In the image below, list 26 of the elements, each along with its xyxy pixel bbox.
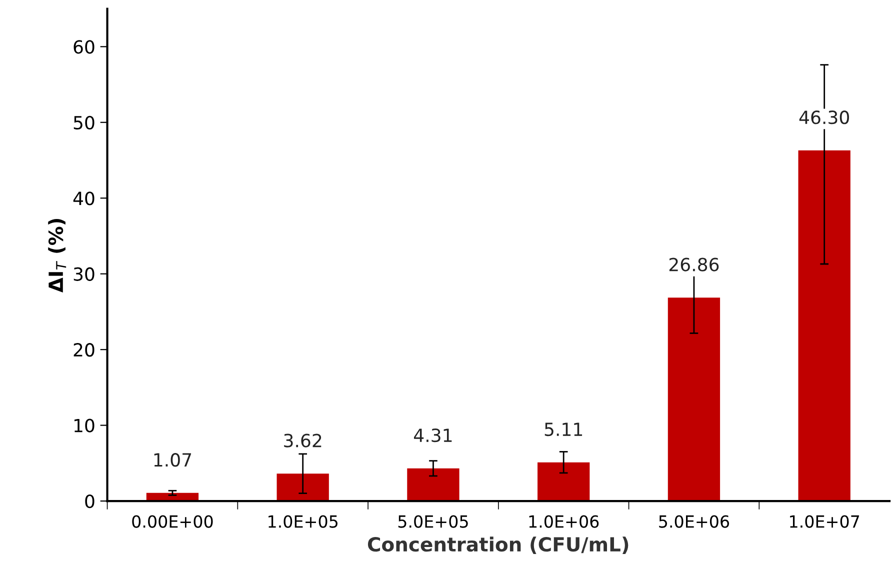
x-tick-label: 5.0E+06 — [659, 515, 730, 528]
y-tick-label: 30 — [74, 267, 94, 281]
x-tick-label: 1.0E+06 — [529, 515, 599, 528]
y-axis-title: ΔI$_{T}$ (%) — [48, 218, 66, 293]
x-tick-label: 1.0E+07 — [790, 515, 860, 528]
y-tick-label: 10 — [74, 418, 94, 432]
y-tick-label: 0 — [85, 494, 94, 508]
data-label: 5.11 — [544, 422, 582, 436]
bar — [538, 462, 590, 502]
x-tick-label: 5.0E+05 — [398, 515, 468, 528]
y-tick-label: 50 — [74, 116, 94, 130]
x-axis-title: Concentration (CFU/mL) — [368, 536, 628, 554]
y-tick-label: 20 — [74, 343, 94, 357]
bar — [407, 468, 460, 502]
y-tick-label: 60 — [74, 40, 94, 54]
x-tick-label: 0.00E+00 — [132, 515, 213, 528]
y-tick-label: 40 — [73, 192, 94, 206]
data-label: 3.62 — [284, 434, 322, 448]
x-tick-label: 1.0E+05 — [268, 515, 338, 528]
bar — [798, 150, 850, 502]
data-label: 46.30 — [799, 110, 849, 124]
data-label: 26.86 — [669, 258, 719, 272]
data-label: 1.07 — [154, 453, 192, 467]
bar — [668, 298, 720, 502]
data-label: 4.31 — [414, 428, 452, 442]
bar — [276, 474, 329, 502]
